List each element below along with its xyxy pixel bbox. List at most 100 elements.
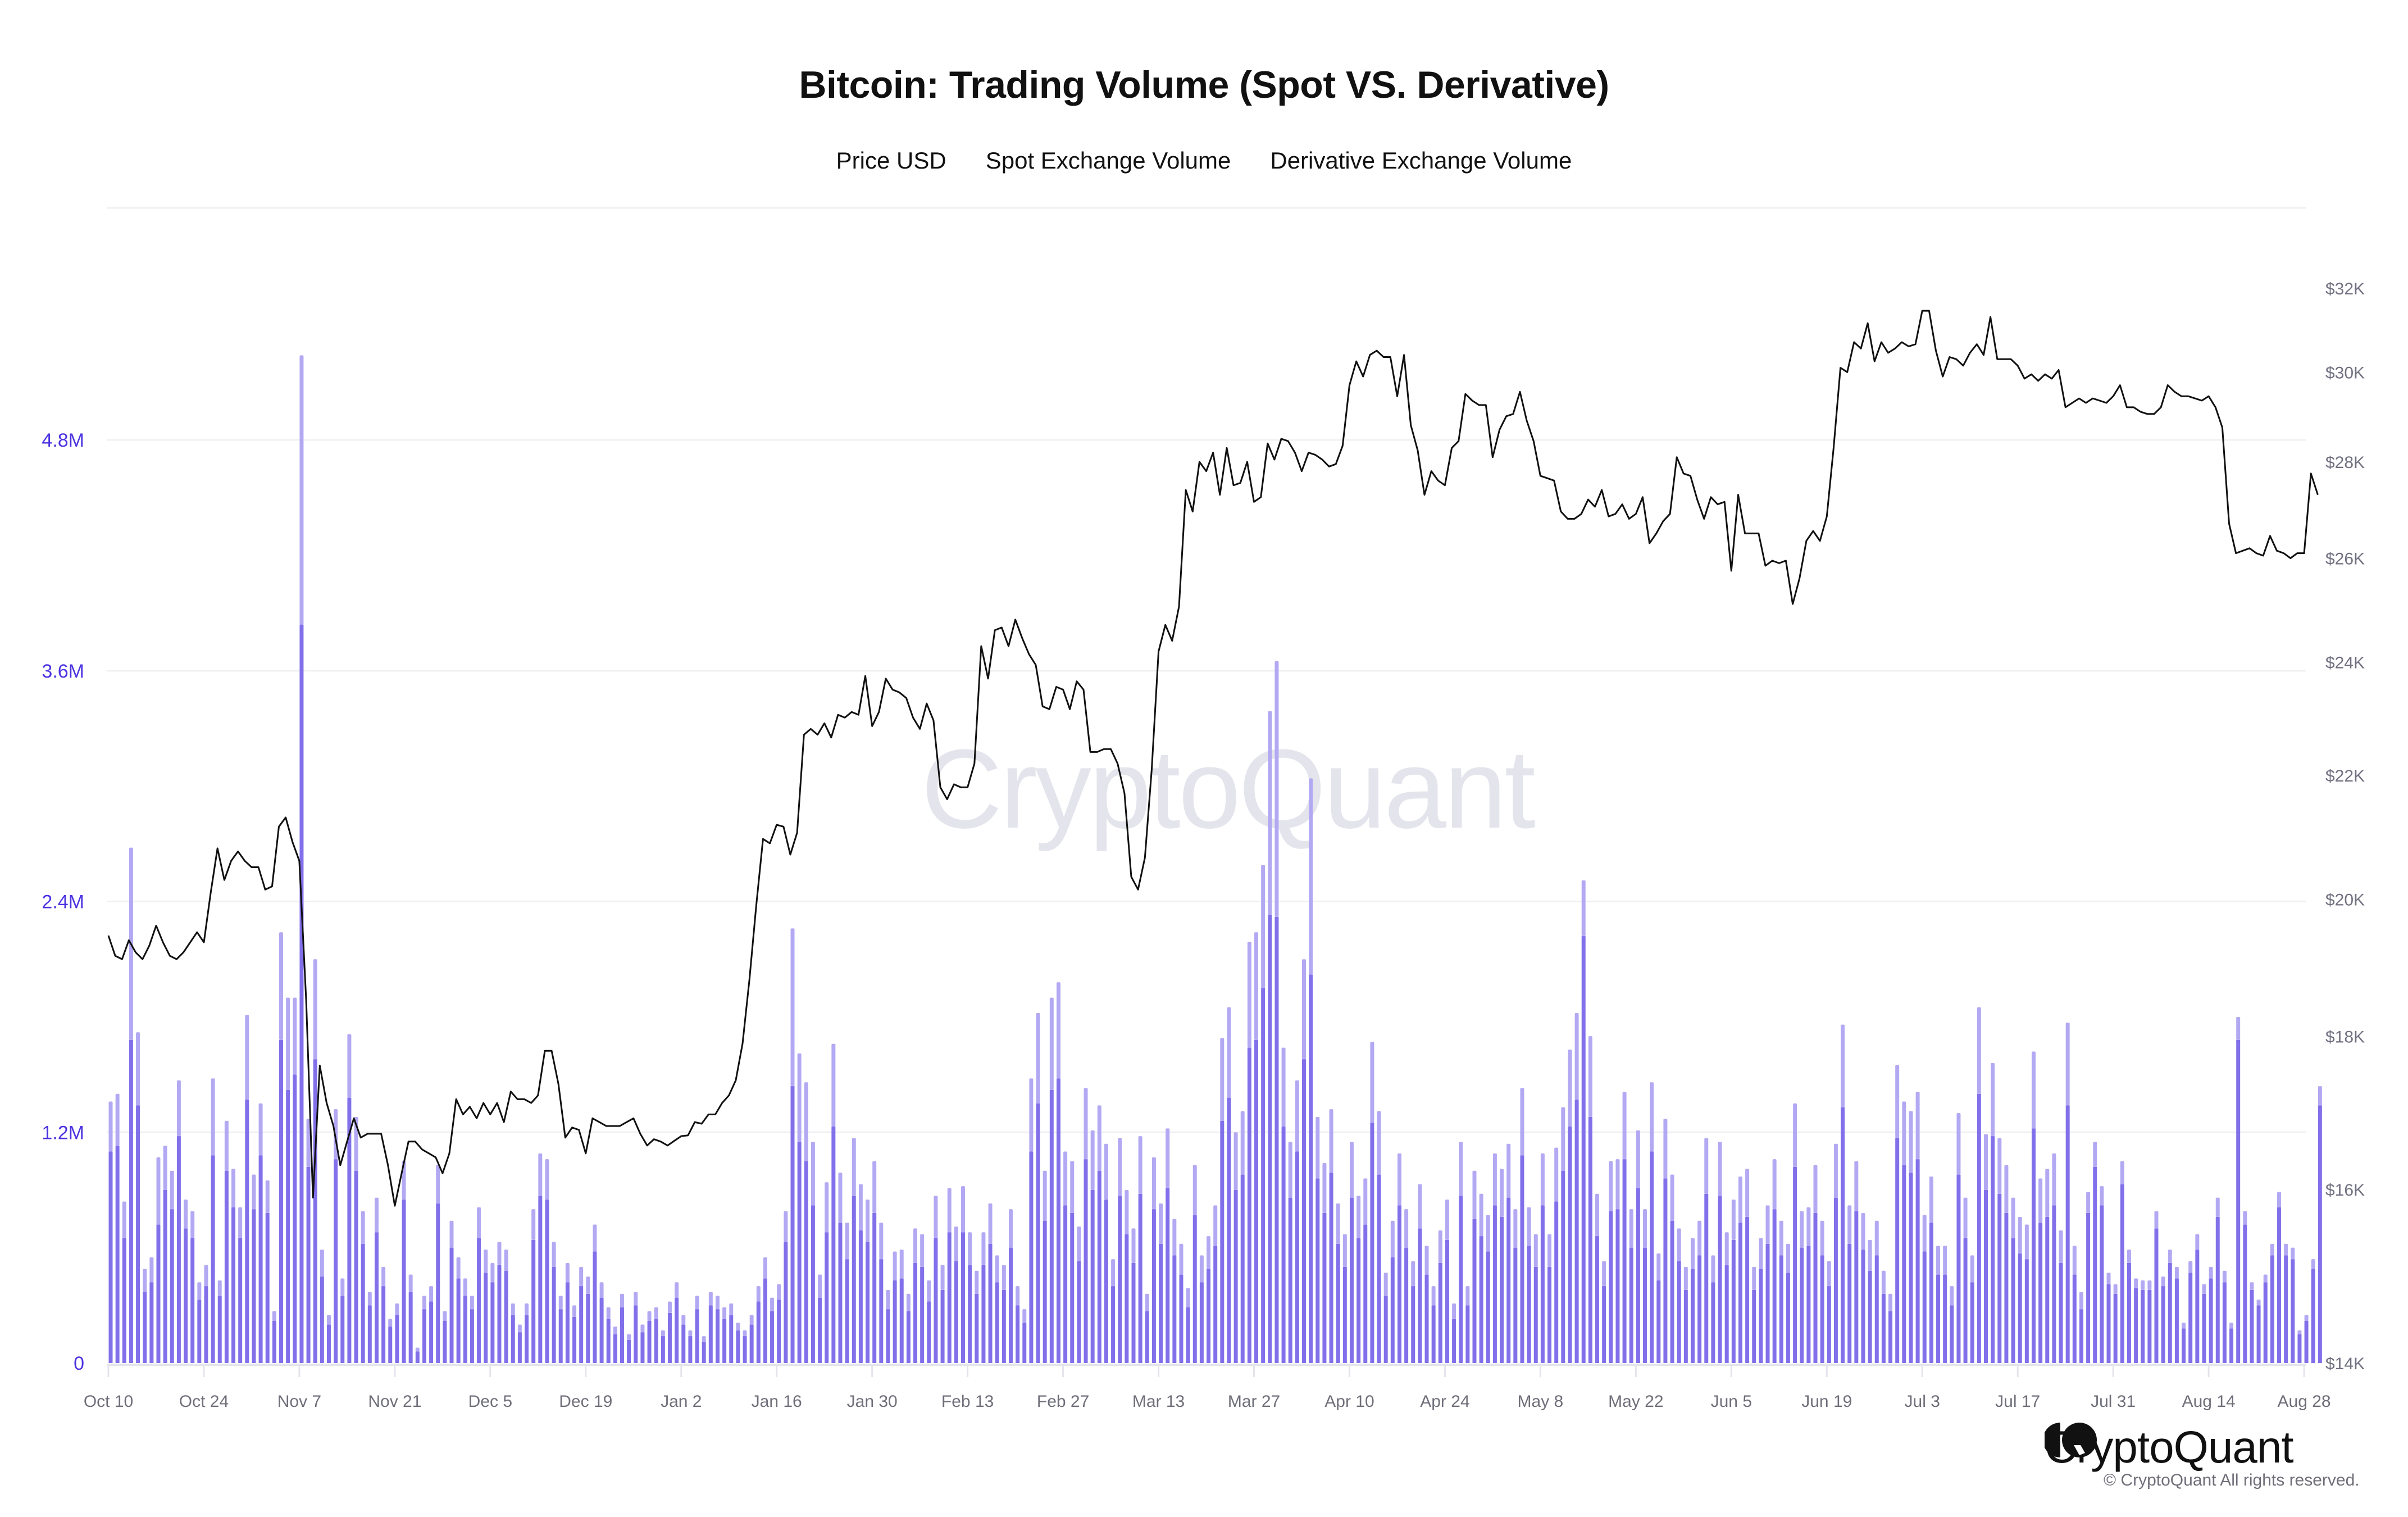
derivative-volume-bar[interactable]: [2188, 1273, 2193, 1363]
derivative-volume-bar[interactable]: [708, 1305, 713, 1363]
legend-item-derivative-exchange-volume[interactable]: Derivative Exchange Volume: [1270, 147, 1572, 174]
spot-volume-bar[interactable]: [463, 1278, 467, 1296]
derivative-volume-bar[interactable]: [640, 1332, 645, 1363]
spot-volume-bar[interactable]: [293, 997, 297, 1075]
spot-volume-bar[interactable]: [1043, 1170, 1047, 1221]
derivative-volume-bar[interactable]: [306, 1166, 311, 1363]
derivative-volume-bar[interactable]: [170, 1209, 174, 1363]
derivative-volume-bar[interactable]: [1424, 1274, 1429, 1363]
spot-volume-bar[interactable]: [1315, 1116, 1320, 1179]
derivative-volume-bar[interactable]: [2113, 1293, 2118, 1363]
derivative-volume-bar[interactable]: [913, 1263, 918, 1363]
spot-volume-bar[interactable]: [2284, 1243, 2288, 1256]
derivative-volume-bar[interactable]: [906, 1311, 911, 1363]
spot-volume-bar[interactable]: [552, 1242, 556, 1267]
spot-volume-bar[interactable]: [825, 1182, 829, 1233]
spot-volume-bar[interactable]: [1172, 1219, 1177, 1256]
derivative-volume-bar[interactable]: [1397, 1205, 1401, 1363]
derivative-volume-bar[interactable]: [2284, 1255, 2288, 1363]
spot-volume-bar[interactable]: [1977, 1007, 1981, 1094]
derivative-volume-bar[interactable]: [408, 1292, 413, 1363]
spot-volume-bar[interactable]: [743, 1330, 747, 1337]
spot-volume-bar[interactable]: [497, 1242, 502, 1265]
derivative-volume-bar[interactable]: [1874, 1255, 1879, 1363]
derivative-volume-bar[interactable]: [2291, 1259, 2295, 1363]
spot-volume-bar[interactable]: [1261, 865, 1266, 988]
spot-volume-bar[interactable]: [1159, 1203, 1163, 1244]
derivative-volume-bar[interactable]: [2106, 1284, 2111, 1363]
spot-volume-bar[interactable]: [388, 1319, 393, 1327]
spot-volume-bar[interactable]: [238, 1207, 243, 1238]
derivative-volume-bar[interactable]: [422, 1309, 426, 1363]
spot-volume-bar[interactable]: [654, 1307, 658, 1319]
spot-volume-bar[interactable]: [777, 1284, 781, 1300]
spot-volume-bar[interactable]: [2161, 1276, 2165, 1287]
derivative-volume-bar[interactable]: [184, 1228, 188, 1363]
spot-volume-bar[interactable]: [988, 1203, 993, 1244]
spot-volume-bar[interactable]: [1138, 1136, 1142, 1194]
derivative-volume-bar[interactable]: [2222, 1282, 2227, 1363]
spot-volume-bar[interactable]: [736, 1323, 740, 1330]
spot-volume-bar[interactable]: [1984, 1134, 1988, 1190]
derivative-volume-bar[interactable]: [1370, 1123, 1374, 1363]
spot-volume-bar[interactable]: [1390, 1220, 1395, 1257]
spot-volume-bar[interactable]: [1731, 1200, 1736, 1240]
derivative-volume-bar[interactable]: [593, 1251, 597, 1363]
spot-volume-bar[interactable]: [204, 1265, 208, 1287]
derivative-volume-bar[interactable]: [620, 1307, 624, 1363]
legend-item-price-usd[interactable]: Price USD: [836, 147, 946, 174]
spot-volume-bar[interactable]: [1820, 1220, 1824, 1256]
spot-volume-bar[interactable]: [722, 1307, 727, 1319]
derivative-volume-bar[interactable]: [1888, 1311, 1893, 1363]
derivative-volume-bar[interactable]: [1247, 1047, 1251, 1363]
spot-volume-bar[interactable]: [702, 1336, 706, 1342]
derivative-volume-bar[interactable]: [2065, 1105, 2070, 1363]
derivative-volume-bar[interactable]: [1192, 1215, 1197, 1363]
spot-volume-bar[interactable]: [715, 1296, 720, 1310]
derivative-volume-bar[interactable]: [1315, 1178, 1320, 1363]
spot-volume-bar[interactable]: [763, 1257, 767, 1279]
derivative-volume-bar[interactable]: [1997, 1193, 2002, 1363]
derivative-volume-bar[interactable]: [1302, 1059, 1306, 1363]
derivative-volume-bar[interactable]: [156, 1224, 161, 1363]
spot-volume-bar[interactable]: [1090, 1130, 1095, 1190]
derivative-volume-bar[interactable]: [1643, 1247, 1647, 1363]
spot-volume-bar[interactable]: [2052, 1153, 2056, 1206]
spot-volume-bar[interactable]: [995, 1255, 999, 1283]
spot-volume-bar[interactable]: [1997, 1138, 2002, 1194]
spot-volume-bar[interactable]: [525, 1303, 529, 1315]
derivative-volume-bar[interactable]: [326, 1324, 331, 1363]
spot-volume-bar[interactable]: [108, 1101, 113, 1152]
derivative-volume-bar[interactable]: [1956, 1174, 1961, 1363]
spot-volume-bar[interactable]: [1192, 1165, 1197, 1215]
derivative-volume-bar[interactable]: [1793, 1166, 1797, 1363]
spot-volume-bar[interactable]: [790, 928, 795, 1087]
spot-volume-bar[interactable]: [954, 1226, 958, 1261]
derivative-volume-bar[interactable]: [695, 1309, 699, 1363]
derivative-volume-bar[interactable]: [504, 1270, 508, 1363]
spot-volume-bar[interactable]: [1104, 1143, 1108, 1200]
spot-volume-bar[interactable]: [1288, 1142, 1292, 1198]
spot-volume-bar[interactable]: [1759, 1238, 1763, 1269]
derivative-volume-bar[interactable]: [790, 1086, 795, 1363]
derivative-volume-bar[interactable]: [1540, 1205, 1545, 1363]
spot-volume-bar[interactable]: [1179, 1243, 1183, 1275]
spot-volume-bar[interactable]: [1827, 1261, 1831, 1287]
spot-volume-bar[interactable]: [1411, 1261, 1415, 1287]
spot-volume-bar[interactable]: [1125, 1189, 1129, 1234]
derivative-volume-bar[interactable]: [1322, 1213, 1327, 1363]
derivative-volume-bar[interactable]: [2045, 1216, 2050, 1363]
derivative-volume-bar[interactable]: [811, 1205, 815, 1363]
spot-volume-bar[interactable]: [258, 1103, 263, 1156]
spot-volume-bar[interactable]: [1049, 997, 1054, 1090]
spot-volume-bar[interactable]: [1240, 1111, 1245, 1175]
spot-volume-bar[interactable]: [1336, 1203, 1340, 1244]
spot-volume-bar[interactable]: [913, 1228, 918, 1264]
spot-volume-bar[interactable]: [1022, 1309, 1027, 1323]
derivative-volume-bar[interactable]: [1841, 1107, 1845, 1363]
spot-volume-bar[interactable]: [1738, 1176, 1742, 1223]
spot-volume-bar[interactable]: [920, 1234, 925, 1267]
derivative-volume-bar[interactable]: [770, 1311, 775, 1363]
derivative-volume-bar[interactable]: [1588, 1116, 1592, 1363]
derivative-volume-bar[interactable]: [586, 1293, 590, 1363]
